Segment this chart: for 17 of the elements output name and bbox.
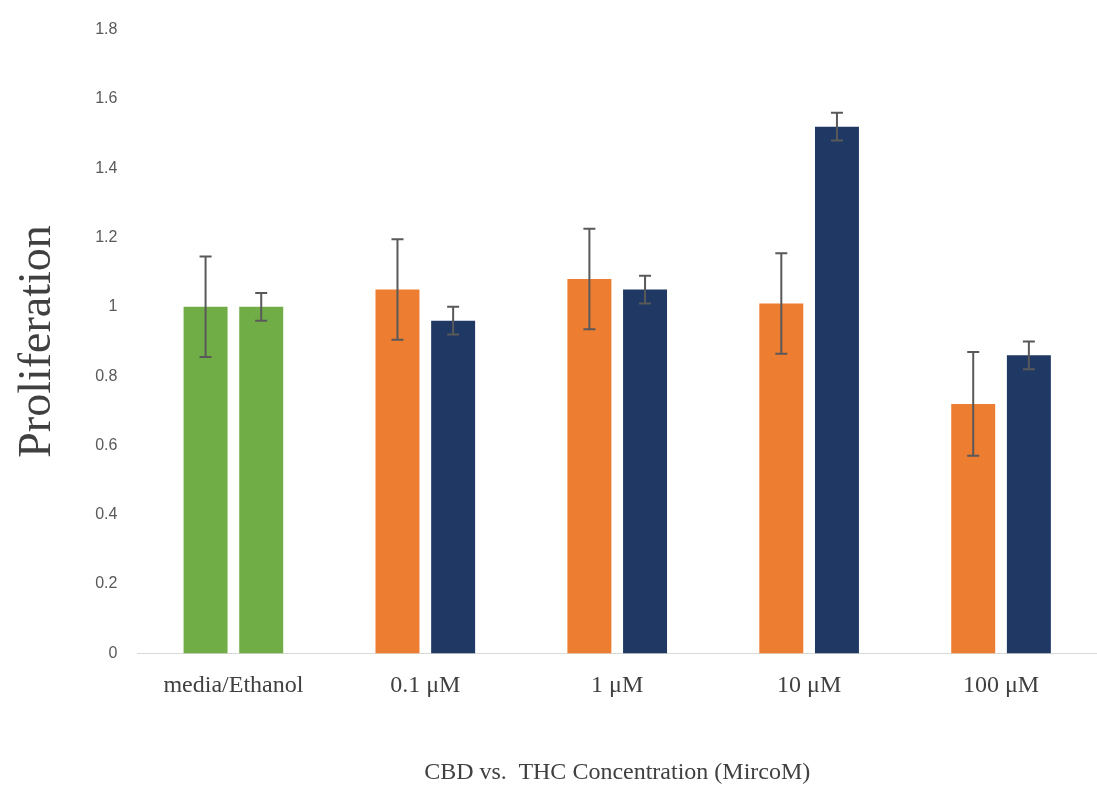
y-tick-label: 1.8 bbox=[95, 20, 118, 38]
x-tick-label: 10 μM bbox=[777, 671, 842, 698]
y-tick-label: 1.2 bbox=[95, 227, 118, 245]
y-tick-label: 1.4 bbox=[95, 158, 118, 176]
y-tick-label: 1 bbox=[108, 297, 118, 315]
y-tick-label: 0 bbox=[108, 643, 118, 661]
y-tick-label: 0.2 bbox=[95, 574, 118, 592]
y-tick-label: 0.6 bbox=[95, 435, 118, 453]
x-tick-label: 0.1 μM bbox=[390, 671, 461, 698]
y-tick-label: 0.4 bbox=[95, 505, 118, 523]
x-tick-label: 100 μM bbox=[962, 671, 1040, 698]
x-tick-label: media/Ethanol bbox=[163, 671, 304, 698]
y-tick-label: 0.8 bbox=[95, 366, 118, 384]
y-axis-title: Proliferation bbox=[8, 225, 60, 458]
y-tick-label: 1.6 bbox=[95, 89, 118, 107]
x-tick-label: 1 μM bbox=[591, 671, 644, 698]
x-axis-title: CBD vs. THC Concentration (MircoM) bbox=[424, 757, 811, 784]
